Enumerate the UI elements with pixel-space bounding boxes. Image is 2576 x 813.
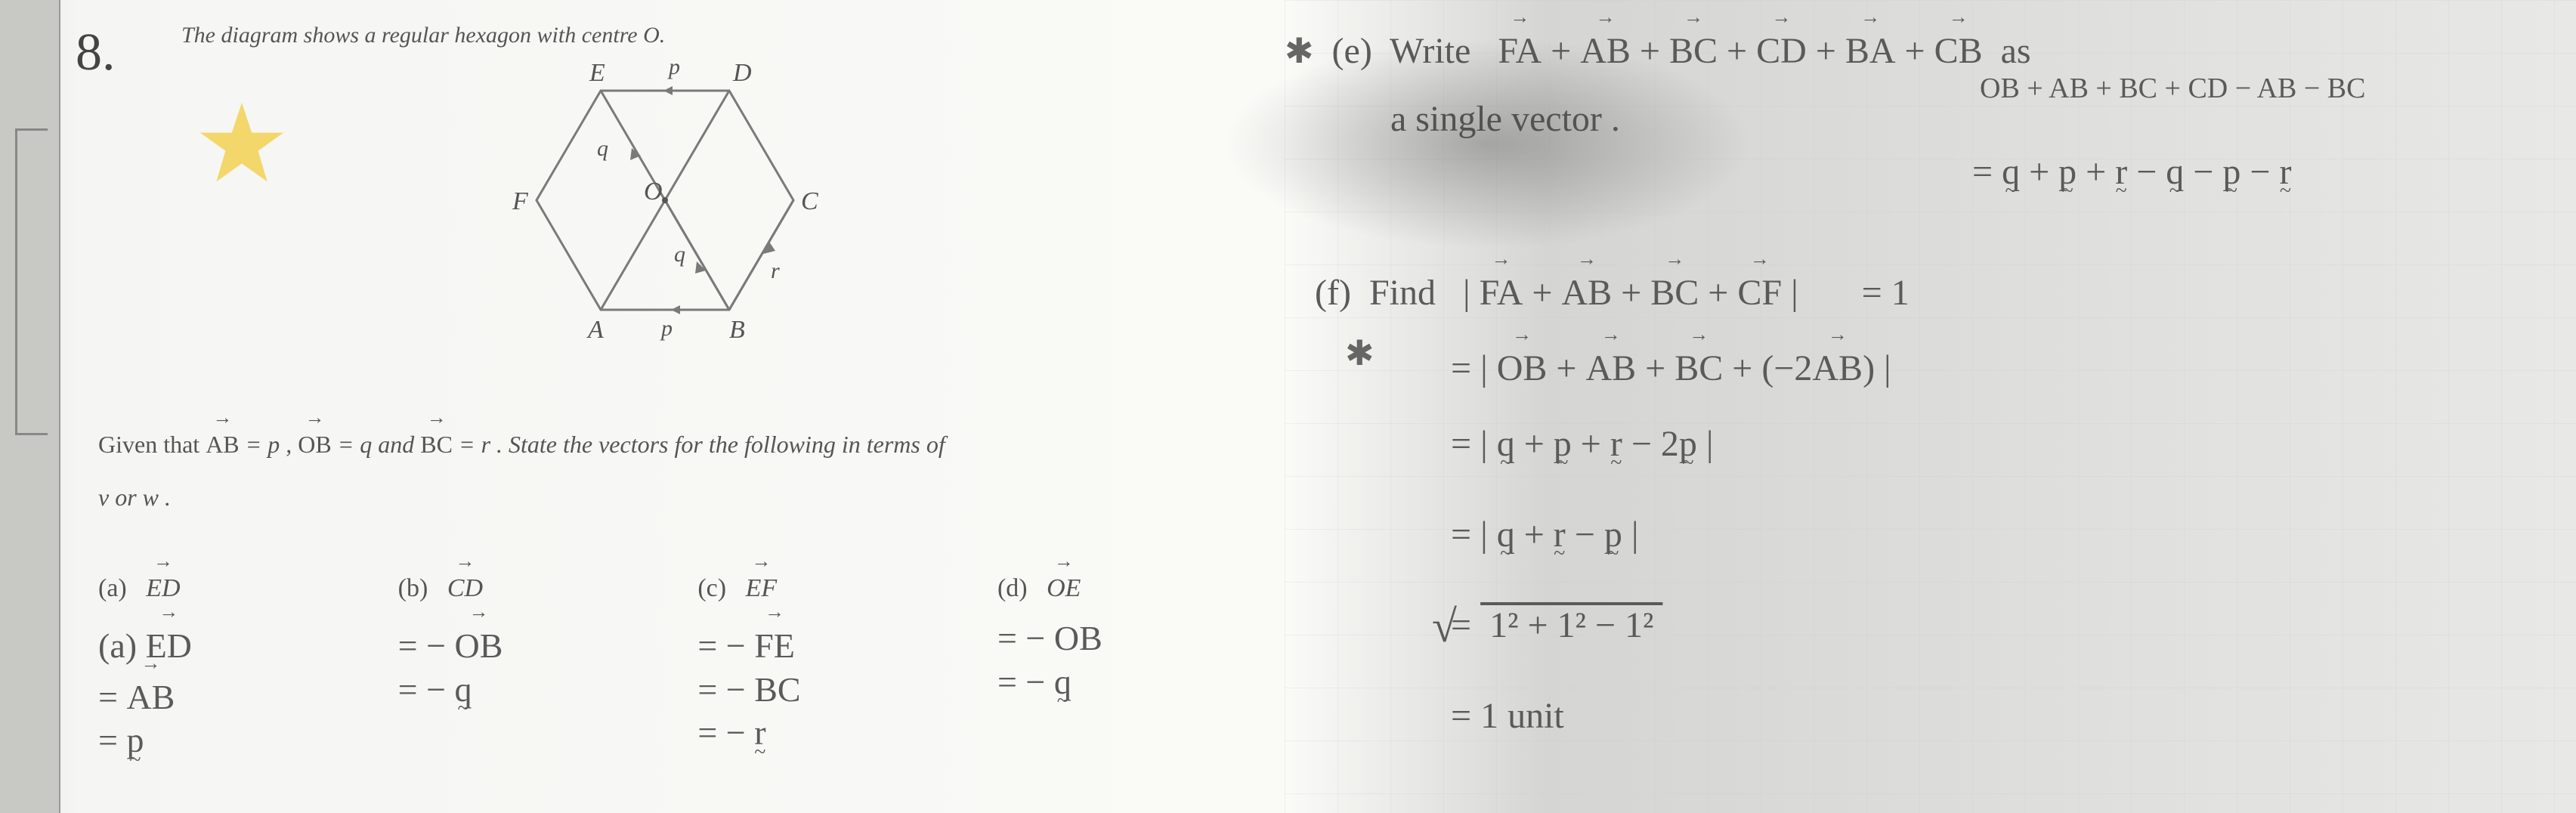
- question-column: 8. The diagram shows a regular hexagon w…: [0, 0, 1247, 813]
- part-c: (c) EF = − FE = − BC = − r: [697, 567, 969, 808]
- sqrt-icon: √: [1432, 601, 1457, 653]
- part-f-w4: = 1² + 1² − 1²: [1451, 604, 1662, 646]
- part-f-w1: = | OB + AB + BC + (−2AB) |: [1451, 340, 1891, 389]
- label-d: D: [733, 59, 752, 88]
- right-work-column: ✱ (e) Write FA + AB + BC + CD + BA + CB …: [1285, 0, 2569, 813]
- part-f-w3: = | q + r − p |: [1451, 514, 1638, 555]
- vec-q-left: q: [597, 136, 608, 162]
- vec-r: r: [771, 258, 780, 284]
- part-a: (a) ED (a) ED = AB = p: [98, 567, 370, 808]
- part-b: (b) CD = − OB = − q: [398, 567, 670, 808]
- vec-p-top: p: [669, 54, 680, 80]
- part-a-label: (a) ED: [98, 567, 370, 603]
- label-b: B: [729, 316, 745, 345]
- vec-q-mid: q: [674, 242, 685, 267]
- part-c-work: = − FE = − BC = − r: [697, 617, 969, 755]
- label-o: O: [644, 178, 663, 206]
- part-d-work: = − OB = − q: [997, 617, 1269, 703]
- hexagon-diagram: E D F O C A B p q q r p: [476, 53, 854, 370]
- vec-p-bottom: p: [661, 316, 673, 342]
- star-icon: [196, 98, 287, 189]
- part-e-line1: ✱ (e) Write FA + AB + BC + CD + BA + CB …: [1285, 23, 2031, 72]
- label-f: F: [512, 187, 528, 216]
- question-intro: The diagram shows a regular hexagon with…: [181, 23, 665, 48]
- part-e-line2: a single vector .: [1390, 98, 1620, 140]
- part-d: (d) OE = − OB = − q: [997, 567, 1269, 808]
- given-line: Given that AB = p , OB = q and BC = r . …: [98, 423, 945, 459]
- label-c: C: [801, 187, 818, 216]
- part-e-work1: = q + p + r − q − p − r: [1972, 151, 2291, 193]
- part-b-work: = − OB = − q: [398, 617, 670, 711]
- label-e: E: [589, 59, 605, 88]
- label-a: A: [588, 316, 604, 345]
- part-c-label: (c) EF: [697, 567, 969, 603]
- part-e-sub: OB + AB + BC + CD − AB − BC: [1980, 72, 2366, 105]
- part-f-line: (f) Find | FA + AB + BC + CF | = 1: [1315, 264, 1910, 314]
- part-d-label: (d) OE: [997, 567, 1269, 603]
- part-f-w2: = | q + p + r − 2p |: [1451, 423, 1714, 465]
- parts-row: (a) ED (a) ED = AB = p (b) CD = − OB = −…: [98, 567, 1269, 808]
- part-b-label: (b) CD: [398, 567, 670, 603]
- page-content: 8. The diagram shows a regular hexagon w…: [0, 0, 2576, 813]
- question-number: 8.: [76, 23, 116, 83]
- part-a-work: (a) ED = AB = p: [98, 617, 370, 762]
- or-w-line: v or w .: [98, 484, 171, 512]
- part-f-ast: ✱: [1345, 332, 1375, 374]
- part-f-w5: = 1 unit: [1451, 695, 1564, 737]
